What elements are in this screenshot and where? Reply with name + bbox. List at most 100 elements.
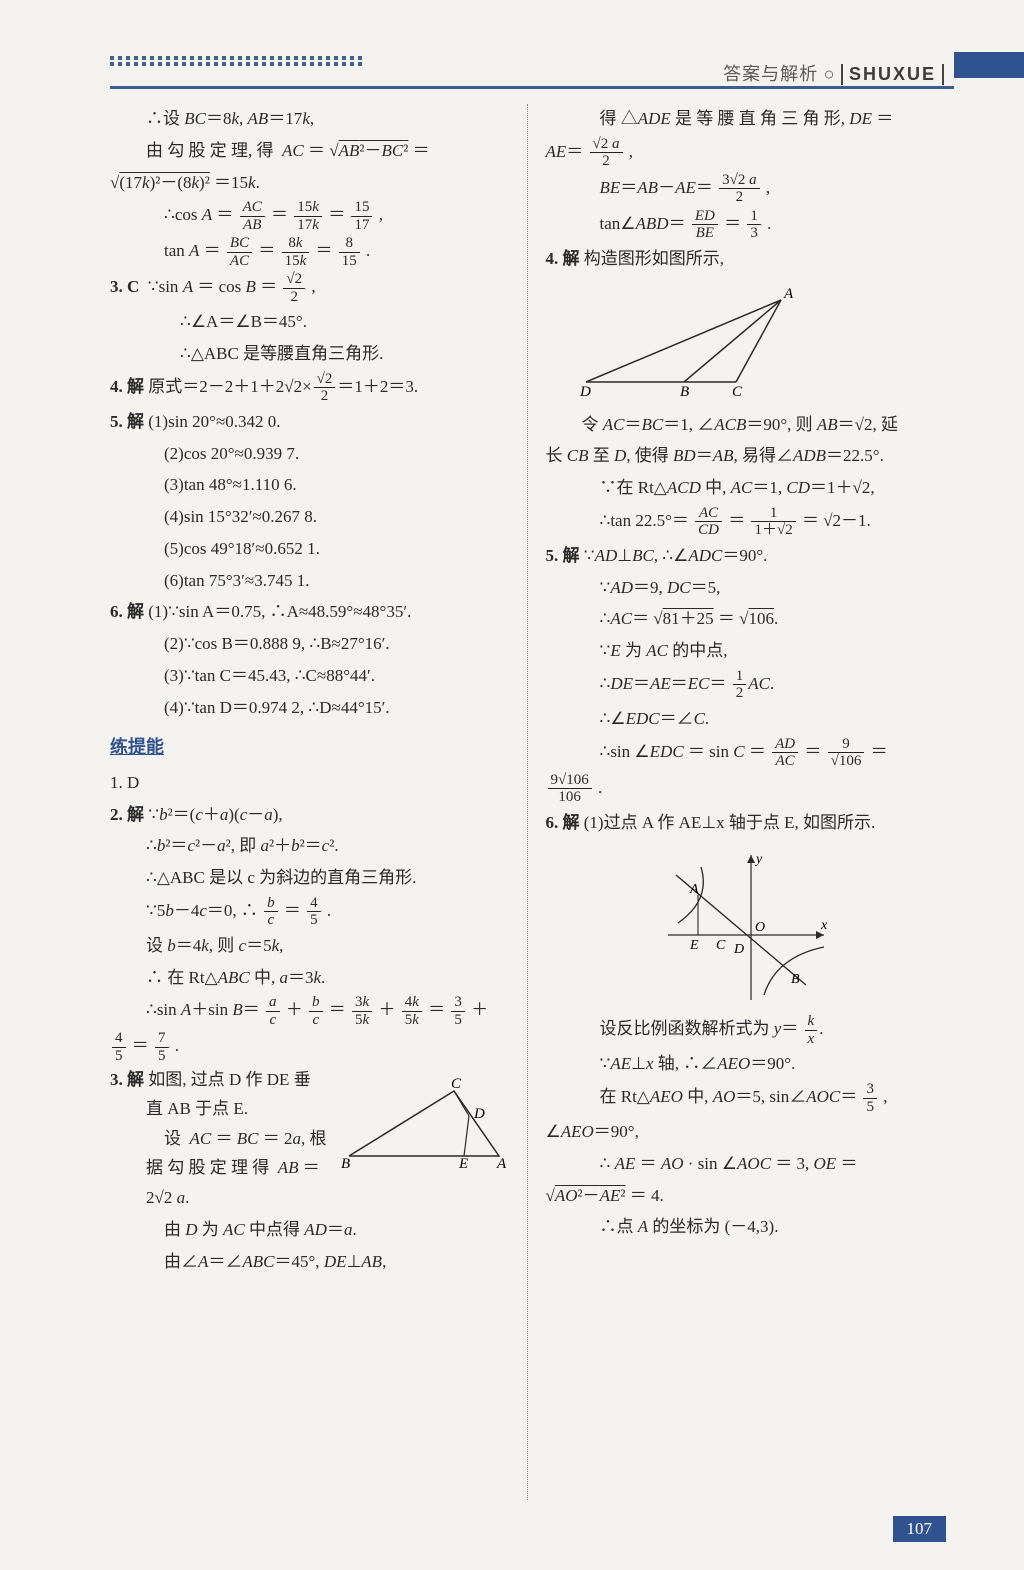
svg-text:E: E: [689, 938, 699, 953]
r-q6-label: 6. 解: [546, 813, 580, 832]
r-q6-figure: y x O A E C D B: [656, 845, 836, 1005]
r-q4-figure: D B C A: [566, 282, 806, 402]
text-line: ∵5b－4c＝0, ∴ bc ＝ 45 .: [146, 895, 509, 929]
svg-text:y: y: [754, 852, 763, 867]
q6: 6. 解 (1)∵sin A＝0.75, ∴A≈48.59°≈48°35′.: [110, 597, 509, 627]
text-line: ∴ AE ＝ AO · sin ∠AOC ＝ 3, OE ＝: [600, 1149, 945, 1179]
svg-text:D: D: [733, 942, 744, 957]
text-line: (1)∵sin A＝0.75, ∴A≈48.59°≈48°35′.: [148, 602, 411, 621]
left-column: ∴设 BC＝8k, AB＝17k, 由 勾 股 定 理, 得 AC ＝ √AB²…: [110, 104, 509, 1500]
page-number: 107: [893, 1516, 947, 1542]
svg-text:C: C: [716, 938, 726, 953]
svg-text:A: A: [496, 1156, 507, 1171]
header-prefix: 答案与解析 ○: [723, 64, 841, 84]
svg-text:E: E: [458, 1156, 468, 1171]
text-line: (3)tan 48°≈1.110 6.: [164, 470, 509, 500]
text-line: 设反比例函数解析式为 y＝ kx.: [600, 1013, 945, 1047]
text-line: 令 AC＝BC＝1, ∠ACB＝90°, 则 AB＝√2, 延: [582, 410, 945, 440]
text-line: (3)∵tan C＝45.43, ∴C≈88°44′.: [164, 661, 509, 691]
text-line: √(17k)²－(8k)² ＝15k.: [110, 168, 509, 198]
text-line: ∵E 为 AC 的中点,: [600, 636, 945, 666]
text-line: 2√2 a.: [146, 1183, 509, 1213]
svg-text:B: B: [341, 1156, 350, 1171]
text-line: 由 D 为 AC 中点得 AD＝a.: [164, 1215, 509, 1245]
content-columns: ∴设 BC＝8k, AB＝17k, 由 勾 股 定 理, 得 AC ＝ √AB²…: [110, 104, 944, 1500]
p1: 1. D: [110, 768, 509, 798]
text-line: √AO²－AE² ＝ 4.: [546, 1181, 945, 1211]
text-line: (4)sin 15°32′≈0.267 8.: [164, 502, 509, 532]
section-heading: 练提能: [110, 732, 509, 764]
svg-text:D: D: [473, 1106, 485, 1122]
q6-label: 6. 解: [110, 602, 144, 621]
text-line: ∵AD＝9, DC＝5,: [600, 573, 945, 603]
text-line: ∵AE⊥x 轴, ∴∠AEO＝90°.: [600, 1049, 945, 1079]
r-q4-label: 4. 解: [546, 249, 580, 268]
svg-text:B: B: [791, 972, 800, 987]
header-accent-block: [954, 52, 1024, 78]
p3-label: 3. 解: [110, 1070, 144, 1089]
p2-label: 2. 解: [110, 805, 144, 824]
text-line: (6)tan 75°3′≈3.745 1.: [164, 566, 509, 596]
text-line: ∴DE＝AE＝EC＝ 12AC.: [600, 668, 945, 702]
svg-text:A: A: [783, 286, 794, 302]
svg-text:O: O: [755, 920, 765, 935]
text-line: 构造图形如图所示,: [584, 249, 724, 268]
r-q5-label: 5. 解: [546, 546, 580, 565]
text-line: 9√106106 .: [546, 772, 945, 806]
text-line: ∴sin A＋sin B＝ ac ＋ bc ＝ 3k5k ＋ 4k5k ＝ 35…: [146, 994, 509, 1028]
q5-label: 5. 解: [110, 412, 144, 431]
text-line: ∴b²＝c²－a², 即 a²＋b²＝c².: [146, 831, 509, 861]
page-header: 答案与解析 ○ SHUXUE: [0, 56, 1024, 90]
text-line: tan∠ABD＝ EDBE ＝ 13 .: [600, 208, 945, 242]
text-line: 由∠A＝∠ABC＝45°, DE⊥AB,: [164, 1247, 509, 1277]
text-line: (5)cos 49°18′≈0.652 1.: [164, 534, 509, 564]
p2: 2. 解 ∵b²＝(c＋a)(c－a),: [110, 800, 509, 830]
text-line: ∴AC＝ √81＋25 ＝ √106.: [600, 604, 945, 634]
text-line: ∴∠A＝∠B＝45°.: [180, 307, 509, 337]
column-divider: [527, 104, 528, 1500]
header-rule: [110, 86, 954, 89]
text-line: ∴点 A 的坐标为 (－4,3).: [600, 1212, 945, 1242]
text-line: ∴cos A ＝ ACAB ＝ 15k17k ＝ 1517 ,: [164, 199, 509, 233]
right-column: 得 △ADE 是 等 腰 直 角 三 角 形, DE ＝ AE＝ √2 a2 ,…: [546, 104, 945, 1500]
text-line: 得 △ADE 是 等 腰 直 角 三 角 形, DE ＝: [600, 104, 945, 134]
q3: 3. C ∵sin A ＝ cos B ＝ √22 ,: [110, 271, 509, 305]
text-line: (1)sin 20°≈0.342 0.: [148, 412, 280, 431]
text-line: ∴tan 22.5°＝ ACCD ＝ 11＋√2 ＝ √2－1.: [600, 505, 945, 539]
text-line: 设 b＝4k, 则 c＝5k,: [146, 931, 509, 961]
header-dot-pattern: [110, 56, 362, 66]
text-line: BE＝AB－AE＝ 3√2 a2 ,: [600, 172, 945, 206]
q4: 4. 解 原式＝2－2＋1＋2√2×√22＝1＋2＝3.: [110, 371, 509, 405]
text-line: ∴△ABC 是等腰直角三角形.: [180, 339, 509, 369]
text-line: 45 ＝ 75 .: [110, 1030, 509, 1064]
header-title: 答案与解析 ○ SHUXUE: [723, 60, 944, 86]
text-line: ∴设 BC＝8k, AB＝17k,: [146, 104, 509, 134]
svg-text:D: D: [579, 384, 591, 400]
svg-text:A: A: [689, 882, 699, 897]
header-shuxue-label: SHUXUE: [841, 64, 944, 85]
svg-text:C: C: [732, 384, 743, 400]
text-line: (4)∵tan D＝0.974 2, ∴D≈44°15′.: [164, 693, 509, 723]
text-line: ∵在 Rt△ACD 中, AC＝1, CD＝1＋√2,: [600, 473, 945, 503]
text-line: (2)∵cos B＝0.888 9, ∴B≈27°16′.: [164, 629, 509, 659]
text-line: ∴△ABC 是以 c 为斜边的直角三角形.: [146, 863, 509, 893]
svg-text:B: B: [680, 384, 689, 400]
text-line: ∠AEO＝90°,: [546, 1117, 945, 1147]
text-line: AE＝ √2 a2 ,: [546, 136, 945, 170]
r-q5: 5. 解 ∵AD⊥BC, ∴∠ADC＝90°.: [546, 541, 945, 571]
text-line: 在 Rt△AEO 中, AO＝5, sin∠AOC＝ 35 ,: [600, 1081, 945, 1115]
page-root: 答案与解析 ○ SHUXUE ∴设 BC＝8k, AB＝17k, 由 勾 股 定…: [0, 0, 1024, 1570]
text-line: ∴sin ∠EDC ＝ sin C ＝ ADAC ＝ 9√106 ＝: [600, 736, 945, 770]
text-line: ∴ 在 Rt△ABC 中, a＝3k.: [146, 963, 509, 993]
r-q4: 4. 解 构造图形如图所示,: [546, 244, 945, 274]
text-line: 长 CB 至 D, 使得 BD＝AB, 易得∠ADB＝22.5°.: [546, 441, 945, 471]
q3-label: 3. C: [110, 277, 139, 296]
text-line: (1)过点 A 作 AE⊥x 轴于点 E, 如图所示.: [584, 813, 876, 832]
text-line: (2)cos 20°≈0.939 7.: [164, 439, 509, 469]
r-q6: 6. 解 (1)过点 A 作 AE⊥x 轴于点 E, 如图所示.: [546, 808, 945, 838]
text-line: ∴∠EDC＝∠C.: [600, 704, 945, 734]
q5: 5. 解 (1)sin 20°≈0.342 0.: [110, 407, 509, 437]
q4-label: 4. 解: [110, 377, 144, 396]
svg-text:x: x: [820, 918, 828, 933]
text-line: 由 勾 股 定 理, 得 AC ＝ √AB²－BC² ＝: [146, 136, 509, 166]
